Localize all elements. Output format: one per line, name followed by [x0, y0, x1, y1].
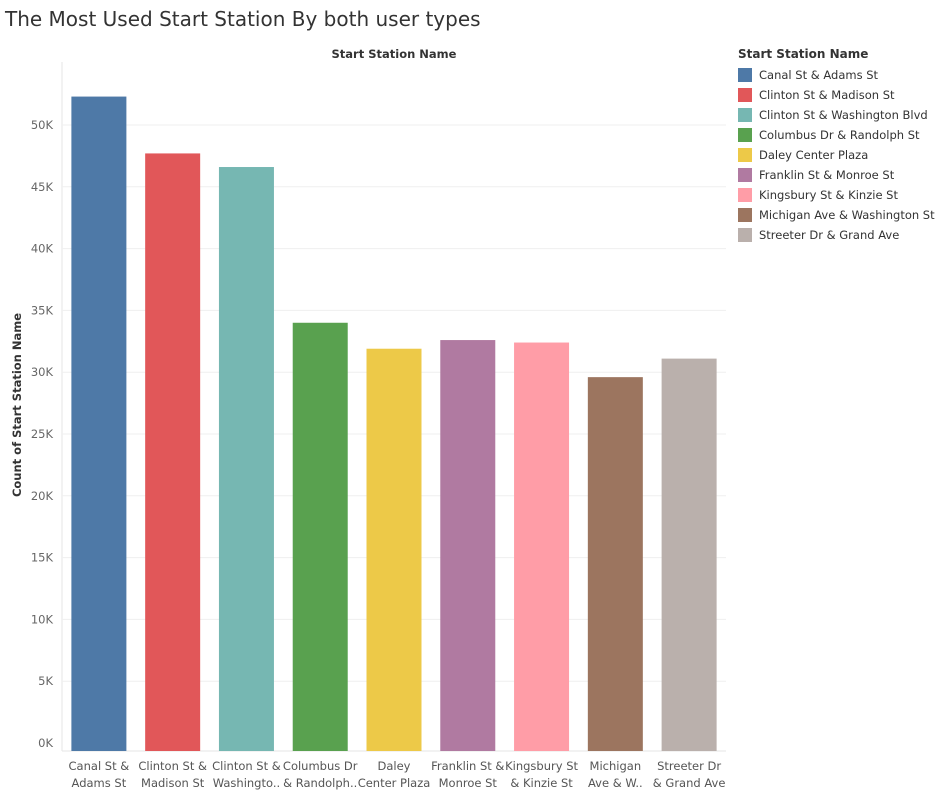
bar[interactable] — [366, 348, 422, 751]
x-tick-label: Streeter Dr & Grand Ave — [653, 759, 726, 790]
column-header: Start Station Name — [332, 47, 457, 61]
legend-item[interactable]: Streeter Dr & Grand Ave — [738, 225, 936, 245]
legend-label: Clinton St & Madison St — [759, 88, 895, 102]
legend-swatch — [738, 128, 752, 142]
legend-label: Kingsbury St & Kinzie St — [759, 188, 898, 202]
legend-label: Canal St & Adams St — [759, 68, 879, 82]
legend-swatch — [738, 228, 752, 242]
x-tick-label: Daley Center Plaza — [358, 759, 431, 790]
legend-items: Canal St & Adams St Clinton St & Madison … — [738, 65, 936, 245]
bar[interactable] — [145, 153, 201, 752]
y-axis-ticks: 0K 5K 10K 15K 20K 25K 30K 35K 40K 45K 50K — [31, 118, 54, 750]
legend-swatch — [738, 148, 752, 162]
x-tick-label: Kingsbury St & Kinzie St — [505, 759, 578, 790]
y-tick-label: 35K — [31, 303, 54, 317]
x-tick-label: Michigan Ave & W.. — [588, 759, 643, 790]
y-tick-label: 50K — [31, 118, 54, 132]
bar[interactable] — [514, 342, 570, 751]
y-axis-title: Count of Start Station Name — [10, 313, 24, 497]
legend-swatch — [738, 88, 752, 102]
y-tick-label: 30K — [31, 365, 54, 379]
x-tick-label: Canal St & Adams St — [69, 759, 130, 790]
bar[interactable] — [71, 96, 127, 751]
bar[interactable] — [661, 358, 717, 751]
chart-title: The Most Used Start Station By both user… — [5, 7, 481, 31]
y-tick-label: 10K — [31, 612, 54, 626]
legend-swatch — [738, 68, 752, 82]
x-tick-label: Columbus Dr & Randolph.. — [283, 759, 358, 790]
y-tick-label: 20K — [31, 489, 54, 503]
x-tick-label: Franklin St & Monroe St — [431, 759, 504, 790]
x-tick-label: Clinton St & Madison St — [138, 759, 207, 790]
legend-swatch — [738, 208, 752, 222]
legend-item[interactable]: Clinton St & Madison St — [738, 85, 936, 105]
y-tick-label: 40K — [31, 242, 54, 256]
legend-swatch — [738, 108, 752, 122]
legend-label: Franklin St & Monroe St — [759, 168, 895, 182]
legend-label: Streeter Dr & Grand Ave — [759, 228, 900, 242]
legend-item[interactable]: Franklin St & Monroe St — [738, 165, 936, 185]
bar[interactable] — [292, 322, 348, 751]
y-tick-label: 45K — [31, 180, 54, 194]
y-tick-label: 5K — [38, 674, 53, 688]
legend-swatch — [738, 188, 752, 202]
bar[interactable] — [440, 340, 496, 751]
legend-title: Start Station Name — [738, 47, 869, 61]
legend-label: Columbus Dr & Randolph St — [759, 128, 920, 142]
legend-item[interactable]: Clinton St & Washington Blvd — [738, 105, 936, 125]
legend-item[interactable]: Canal St & Adams St — [738, 65, 936, 85]
bar[interactable] — [587, 377, 643, 751]
bars — [71, 96, 717, 752]
x-tick-label: Clinton St & Washingto.. — [212, 759, 281, 790]
x-axis-ticks: Canal St & Adams St Clinton St & Madison St… — [69, 759, 726, 790]
y-tick-label: 15K — [31, 551, 54, 565]
legend-item[interactable]: Daley Center Plaza — [738, 145, 936, 165]
y-tick-label: 0K — [38, 736, 53, 750]
legend-label: Clinton St & Washington Blvd — [759, 108, 928, 122]
bar[interactable] — [218, 167, 274, 752]
legend-label: Michigan Ave & Washington St — [759, 208, 935, 222]
legend-label: Daley Center Plaza — [759, 148, 869, 162]
legend-item[interactable]: Kingsbury St & Kinzie St — [738, 185, 936, 205]
legend-item[interactable]: Columbus Dr & Randolph St — [738, 125, 936, 145]
legend: Start Station Name Canal St & Adams St Cl… — [738, 47, 936, 245]
legend-swatch — [738, 168, 752, 182]
y-tick-label: 25K — [31, 427, 54, 441]
legend-item[interactable]: Michigan Ave & Washington St — [738, 205, 936, 225]
